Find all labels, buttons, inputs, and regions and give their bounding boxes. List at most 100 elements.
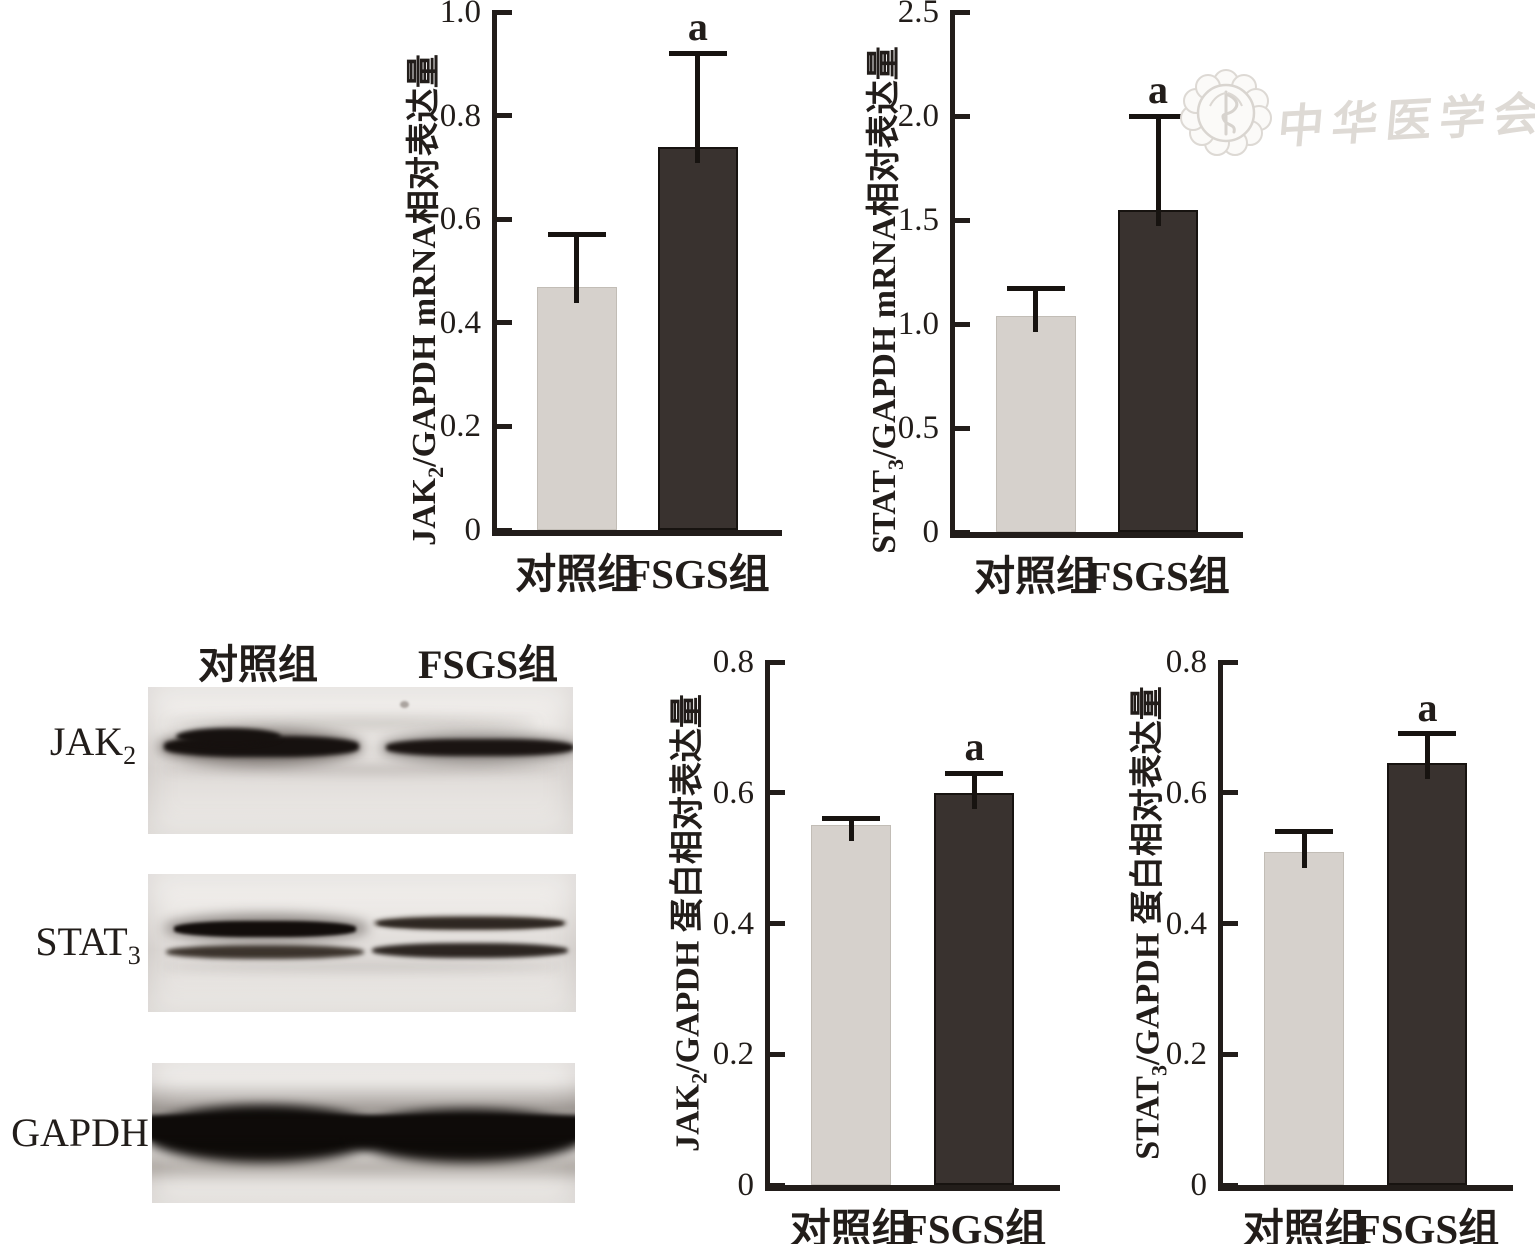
y-tick-label-jak2-protein: 0.2 xyxy=(712,1036,754,1073)
y-axis-title-sub: 2 xyxy=(422,466,448,478)
y-axis-stat3-protein xyxy=(1218,660,1223,1191)
y-axis-title-jak2-protein: JAK2/GAPDH 蛋白相对表达量 xyxy=(660,662,716,1185)
y-tick-stat3-mrna xyxy=(955,217,970,223)
error-bar-stem xyxy=(695,53,701,163)
blot-band xyxy=(162,765,562,775)
x-axis-stat3-mrna xyxy=(950,532,1243,538)
y-axis-title-stat3-mrna: STAT3/GAPDH mRNA相对表达量 xyxy=(857,40,913,560)
blot-band xyxy=(176,728,281,745)
blot-band xyxy=(166,945,364,959)
y-tick-label-stat3-mrna: 0.5 xyxy=(897,410,939,446)
blot-band xyxy=(400,701,409,708)
y-tick-stat3-protein xyxy=(1223,921,1238,926)
error-bar-cap xyxy=(1275,829,1334,835)
error-bar-stem xyxy=(971,773,977,809)
y-tick-label-jak2-protein: 0 xyxy=(737,1167,755,1203)
y-tick-stat3-mrna xyxy=(955,113,970,119)
y-axis-title-sub: 3 xyxy=(882,458,908,470)
y-tick-stat3-mrna xyxy=(955,529,970,535)
y-tick-label-stat3-mrna: 0 xyxy=(922,514,940,550)
y-axis-title-post: /GAPDH 蛋白相对表达量 xyxy=(669,694,706,1073)
blot-row-label-gapdh-text: GAPDH xyxy=(11,1110,149,1155)
y-tick-label-jak2-mrna: 0 xyxy=(464,512,482,548)
y-tick-jak2-mrna xyxy=(497,216,512,222)
y-tick-label-jak2-mrna: 1.0 xyxy=(439,0,481,30)
error-bar-cap xyxy=(1129,113,1188,119)
blot-strip-stat3 xyxy=(148,874,576,1012)
y-tick-label-stat3-mrna: 2.5 xyxy=(897,0,939,30)
error-bar-stem xyxy=(1301,831,1307,868)
y-tick-label-stat3-mrna: 1.0 xyxy=(897,306,939,342)
x-category-label-jak2-mrna: FSGS组 xyxy=(626,551,770,597)
y-axis-title-post: /GAPDH mRNA相对表达量 xyxy=(866,46,903,459)
y-tick-jak2-protein xyxy=(770,1182,785,1188)
error-bar-cap xyxy=(1398,731,1457,737)
x-category-label-stat3-protein: 对照组 xyxy=(1242,1206,1366,1244)
blot-row-label-stat3: STAT3 xyxy=(13,916,163,969)
x-category-label-stat3-protein: FSGS组 xyxy=(1355,1206,1500,1244)
y-tick-label-jak2-mrna: 0.6 xyxy=(439,201,481,238)
error-bar-cap xyxy=(1006,286,1065,292)
y-tick-jak2-protein xyxy=(770,1051,785,1057)
y-axis-title-stat3-protein: STAT3/GAPDH 蛋白相对表达量 xyxy=(1120,662,1176,1185)
y-tick-label-jak2-mrna: 0.4 xyxy=(439,304,481,341)
y-axis-title-jak2-mrna: JAK2/GAPDH mRNA相对表达量 xyxy=(397,41,453,559)
y-tick-jak2-mrna xyxy=(497,9,512,15)
x-category-label-jak2-protein: FSGS组 xyxy=(902,1206,1047,1244)
blot-band xyxy=(372,943,568,958)
blot-band xyxy=(174,921,356,937)
y-tick-stat3-protein xyxy=(1223,1051,1238,1057)
error-bar-cap xyxy=(547,232,606,238)
significance-label-stat3-mrna: a xyxy=(1148,67,1169,112)
y-axis-title-pre: JAK xyxy=(669,1083,706,1152)
blot-band xyxy=(378,919,563,928)
y-tick-label-jak2-protein: 0.6 xyxy=(712,774,754,811)
y-tick-stat3-mrna xyxy=(955,321,970,327)
y-axis-jak2-protein xyxy=(765,660,770,1191)
bar-stat3-mrna-control xyxy=(995,315,1076,532)
y-tick-jak2-mrna xyxy=(497,113,512,119)
significance-label-stat3-protein: a xyxy=(1417,684,1438,730)
bar-jak2-protein-fsgs xyxy=(934,792,1015,1185)
y-axis-title-post: /GAPDH mRNA相对表达量 xyxy=(406,54,443,467)
y-tick-jak2-mrna xyxy=(497,423,512,429)
y-tick-stat3-protein xyxy=(1223,1182,1238,1188)
error-bar-cap xyxy=(945,770,1004,776)
blot-strip-gapdh xyxy=(152,1063,575,1203)
y-axis-title-pre: STAT xyxy=(1129,1076,1166,1160)
y-axis-title-sub: 3 xyxy=(1145,1064,1171,1076)
y-axis-title-pre: JAK xyxy=(406,477,443,546)
y-tick-label-jak2-protein: 0.4 xyxy=(712,905,754,942)
y-tick-label-stat3-protein: 0.2 xyxy=(1165,1036,1207,1073)
x-category-label-stat3-mrna: 对照组 xyxy=(974,553,1098,599)
bar-stat3-protein-fsgs xyxy=(1387,763,1468,1185)
bar-jak2-mrna-fsgs xyxy=(657,146,738,530)
watermark-text: 中华医学会 xyxy=(1275,87,1535,154)
y-tick-jak2-protein xyxy=(770,659,785,665)
blot-row-label-jak2: JAK2 xyxy=(18,716,168,770)
blot-strip-jak2 xyxy=(148,687,573,834)
x-axis-stat3-protein xyxy=(1218,1185,1513,1191)
bar-jak2-protein-control xyxy=(811,825,892,1185)
y-tick-stat3-mrna xyxy=(955,425,970,431)
y-tick-label-stat3-mrna: 2.0 xyxy=(897,98,939,134)
bar-jak2-mrna-control xyxy=(536,286,617,530)
y-tick-label-stat3-protein: 0 xyxy=(1190,1167,1208,1203)
x-category-label-jak2-protein: 对照组 xyxy=(789,1206,913,1244)
x-category-label-stat3-mrna: FSGS组 xyxy=(1086,553,1230,599)
y-tick-label-stat3-protein: 0.4 xyxy=(1165,905,1207,942)
bar-stat3-protein-control xyxy=(1264,851,1345,1185)
error-bar-cap xyxy=(822,816,881,822)
blot-band xyxy=(166,717,536,729)
error-bar-stem xyxy=(574,234,580,303)
significance-label-jak2-mrna: a xyxy=(687,4,708,50)
y-axis-title-sub: 2 xyxy=(685,1072,711,1084)
blot-column-header-control: 对照组 xyxy=(198,642,318,687)
blot-row-label-jak2-sub: 2 xyxy=(123,741,137,770)
y-tick-jak2-mrna xyxy=(497,320,512,326)
y-tick-stat3-mrna xyxy=(955,9,970,15)
blot-band xyxy=(162,962,562,972)
x-axis-jak2-protein xyxy=(765,1185,1060,1191)
significance-label-jak2-protein: a xyxy=(964,724,985,770)
error-bar-stem xyxy=(1033,288,1039,332)
